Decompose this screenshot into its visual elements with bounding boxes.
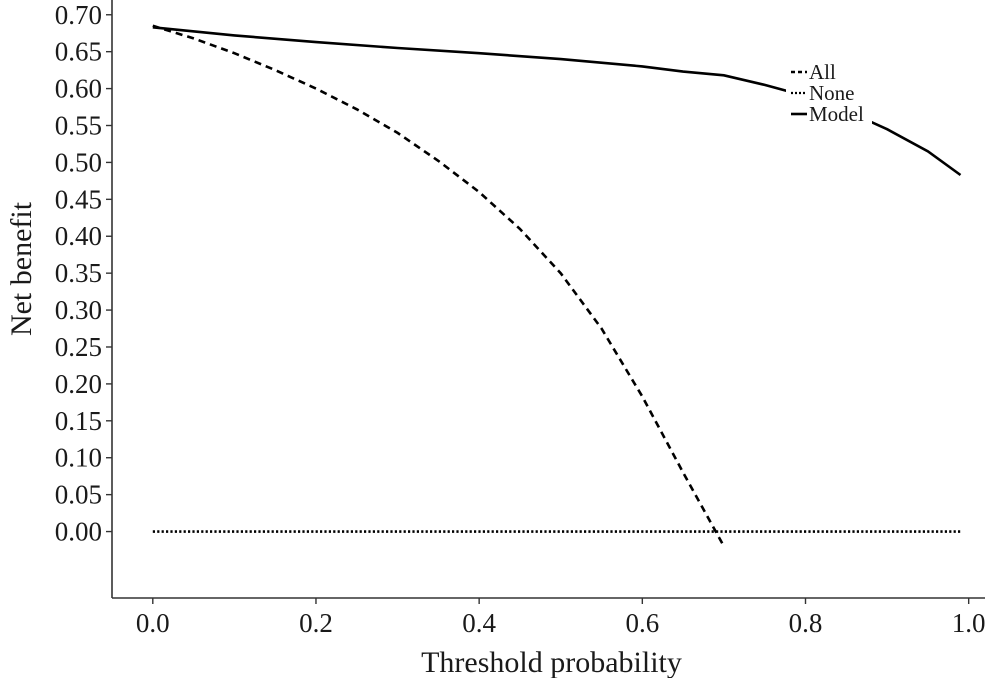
axes — [111, 0, 985, 599]
y-tick-label: 0.35 — [55, 258, 102, 288]
y-tick-label: 0.10 — [55, 443, 102, 473]
y-tick-label: 0.40 — [55, 221, 102, 251]
x-tick-label: 1.0 — [952, 608, 986, 638]
x-tick-label: 0.4 — [462, 608, 496, 638]
y-tick-label: 0.05 — [55, 480, 102, 510]
y-axis-title: Net benefit — [5, 201, 38, 336]
y-tick-label: 0.15 — [55, 406, 102, 436]
y-tick-label: 0.45 — [55, 184, 102, 214]
y-tick-label: 0.65 — [55, 37, 102, 67]
y-tick-label: 0.60 — [55, 74, 102, 104]
y-tick-label: 0.25 — [55, 332, 102, 362]
y-axis-ticks: 0.00 0.05 0.10 0.15 0.20 0.25 0.30 0.35 0.40 0.45… — [55, 0, 112, 547]
x-tick-label: 0.6 — [625, 608, 659, 638]
x-axis-title: Threshold probability — [421, 646, 682, 678]
x-tick-label: 0.2 — [299, 608, 333, 638]
y-tick-label: 0.50 — [55, 147, 102, 177]
y-tick-label: 0.55 — [55, 111, 102, 141]
x-tick-label: 0.8 — [789, 608, 823, 638]
y-tick-label: 0.30 — [55, 295, 102, 325]
x-axis-ticks: 0.0 0.2 0.4 0.6 0.8 1.0 — [136, 598, 986, 638]
x-tick-label: 0.0 — [136, 608, 170, 638]
legend-label-all: All — [809, 60, 836, 84]
legend-label-model: Model — [809, 102, 864, 126]
series-curves — [152, 24, 962, 547]
y-tick-label: 0.00 — [55, 517, 102, 547]
series-line-model — [152, 26, 962, 177]
series-line-all — [152, 24, 726, 547]
y-tick-label: 0.70 — [55, 0, 102, 30]
legend-label-none: None — [809, 81, 855, 105]
y-tick-label: 0.20 — [55, 369, 102, 399]
